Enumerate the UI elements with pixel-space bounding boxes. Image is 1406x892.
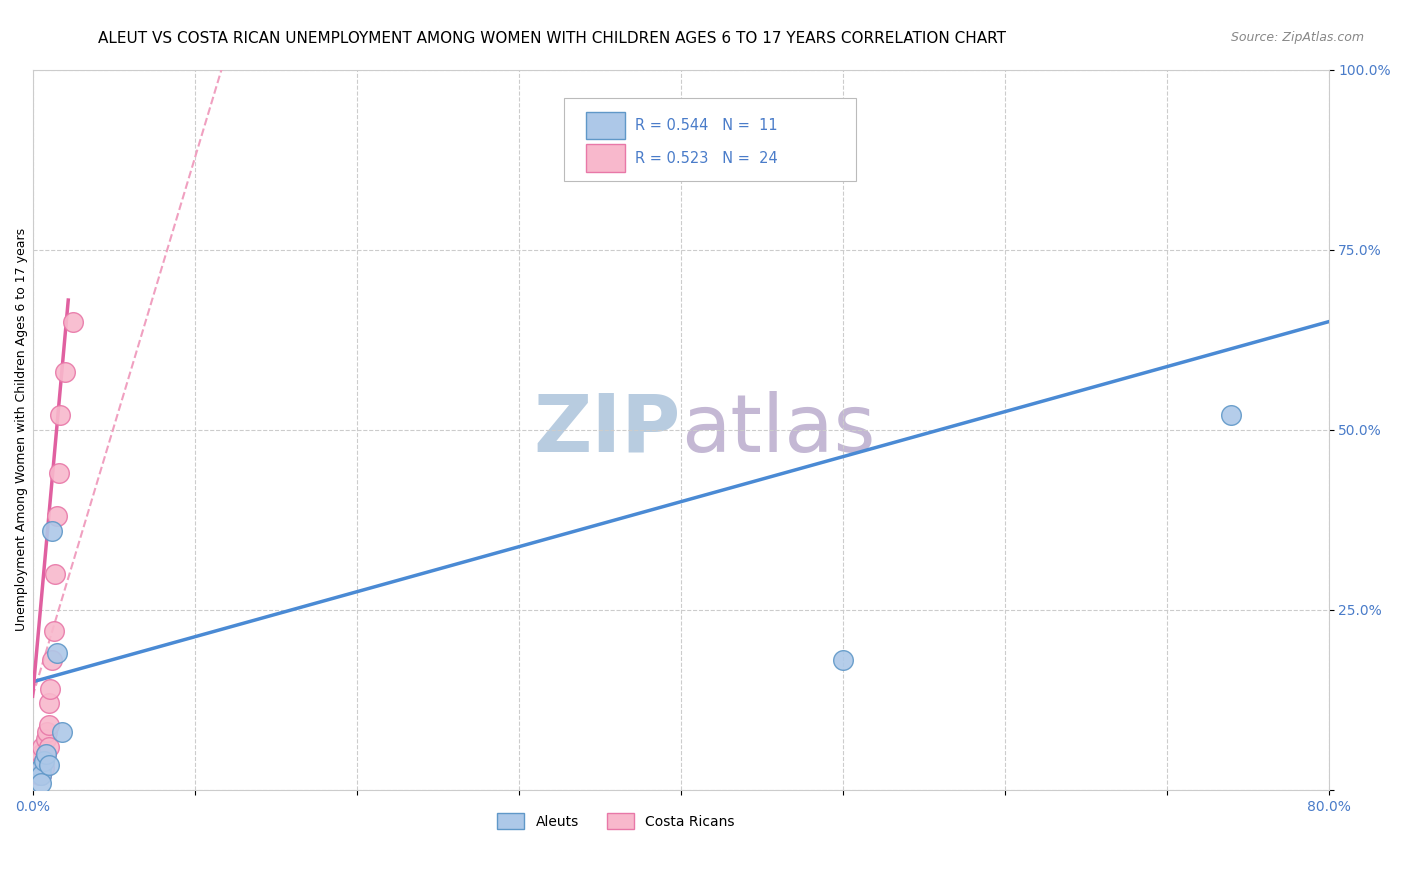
Point [30,768,52,782]
Point [831,653,853,667]
Point [30,775,52,789]
Point [28,768,51,782]
Point [34,747,56,761]
Point [32,754,55,768]
Point [30,747,52,761]
Point [32,761,55,775]
Point [49,409,72,423]
Point [27,761,49,775]
Point [42,624,65,639]
Point [44,566,66,581]
Text: atlas: atlas [681,391,875,468]
Point [45,646,67,660]
Legend: Aleuts, Costa Ricans: Aleuts, Costa Ricans [491,807,741,835]
Point [28,754,51,768]
Point [53,365,76,379]
Point [51,725,73,739]
Point [41,524,63,538]
Point [34,747,56,761]
Point [30,761,52,775]
Y-axis label: Unemployment Among Women with Children Ages 6 to 17 years: Unemployment Among Women with Children A… [15,228,28,632]
Point [30,768,52,782]
Point [38,697,60,711]
Point [37,725,59,739]
Text: R = 0.523   N =  24: R = 0.523 N = 24 [636,151,778,166]
Point [30,761,52,775]
Point [39,681,62,696]
FancyBboxPatch shape [586,145,624,172]
Point [34,732,56,747]
Point [1220,409,1243,423]
Text: ALEUT VS COSTA RICAN UNEMPLOYMENT AMONG WOMEN WITH CHILDREN AGES 6 TO 17 YEARS C: ALEUT VS COSTA RICAN UNEMPLOYMENT AMONG … [98,31,1007,46]
Point [38,757,60,772]
Point [48,466,70,480]
Text: ZIP: ZIP [533,391,681,468]
Point [38,718,60,732]
Point [62,315,84,329]
Text: Source: ZipAtlas.com: Source: ZipAtlas.com [1230,31,1364,45]
Point [31,739,53,754]
Point [32,754,55,768]
Point [45,509,67,524]
Point [38,739,60,754]
Point [41,653,63,667]
FancyBboxPatch shape [586,112,624,139]
FancyBboxPatch shape [564,98,856,181]
Text: R = 0.544   N =  11: R = 0.544 N = 11 [636,119,778,133]
